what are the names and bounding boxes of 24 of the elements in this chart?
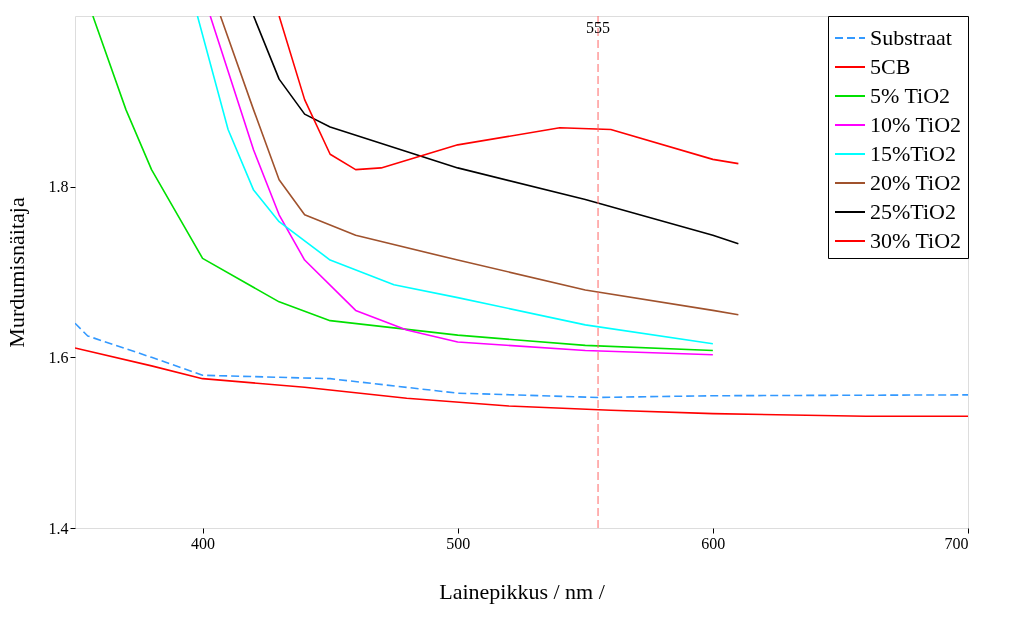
line-series	[252, 16, 740, 245]
legend-label: 20% TiO2	[870, 170, 962, 195]
y-tick-label: 1.4	[48, 519, 69, 537]
x-tick-label: 500	[446, 534, 471, 552]
ref-line-label: 555	[586, 19, 611, 36]
line-series	[92, 16, 714, 352]
x-tick-label: 700	[944, 534, 969, 552]
line-series	[278, 16, 740, 171]
x-axis-title: Lainepikkus / nm /	[439, 578, 606, 604]
x-tick-label: 600	[701, 534, 726, 552]
legend-label: 15%TiO2	[870, 141, 956, 166]
legend-label: 10% TiO2	[870, 112, 962, 137]
line-series	[75, 322, 968, 399]
y-tick-label: 1.8	[48, 178, 69, 196]
legend-label: 30% TiO2	[870, 228, 962, 253]
x-tick-label: 400	[191, 534, 216, 552]
line-series	[75, 347, 968, 418]
legend-label: 25%TiO2	[870, 199, 956, 224]
y-axis-title: Murdumisnäitaja	[3, 197, 29, 348]
y-tick-label: 1.6	[48, 348, 69, 366]
legend-label: 5CB	[870, 54, 911, 79]
legend-label: Substraat	[870, 25, 952, 50]
legend-label: 5% TiO2	[870, 83, 951, 108]
line-series	[219, 16, 740, 316]
